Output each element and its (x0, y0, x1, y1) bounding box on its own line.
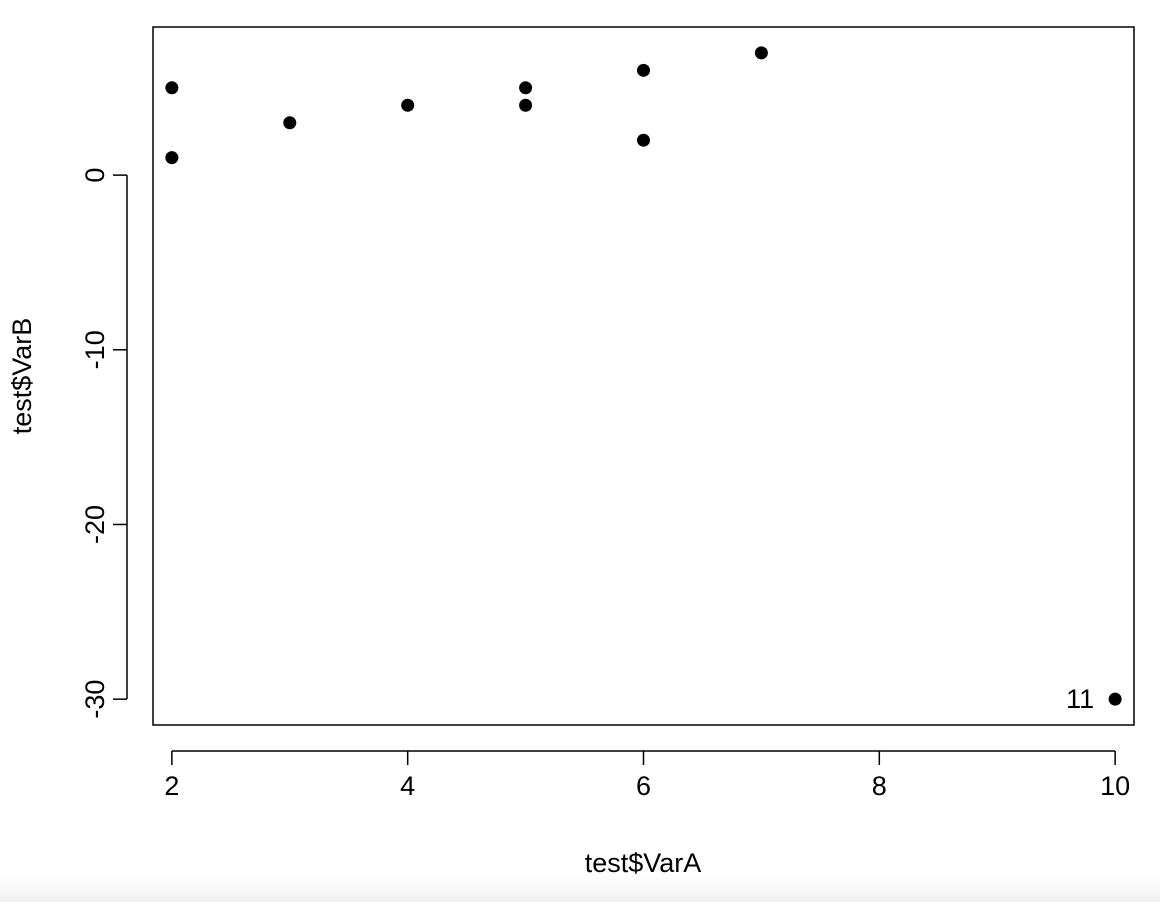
y-tick-label: -10 (80, 330, 110, 369)
data-point (1108, 692, 1122, 706)
data-point (519, 98, 533, 112)
y-tick-label: -30 (80, 680, 110, 719)
x-tick-label: 4 (400, 771, 415, 801)
x-axis: 2 4 6 8 10 (164, 750, 1130, 801)
x-tick-label: 6 (636, 771, 651, 801)
x-axis-label: test$VarA (585, 848, 702, 878)
y-tick-label: -20 (80, 505, 110, 544)
data-point (754, 46, 768, 60)
window-bottom-edge (0, 874, 1160, 902)
x-tick-label: 10 (1100, 771, 1130, 801)
data-point (401, 98, 415, 112)
x-tick-label: 2 (164, 771, 179, 801)
data-points (165, 46, 1122, 706)
y-axis: 0 -10 -20 -30 (80, 168, 128, 719)
x-tick-label: 8 (872, 771, 887, 801)
point-annotation: 11 (1066, 684, 1094, 714)
data-point (165, 81, 179, 95)
y-tick-label: 0 (80, 168, 110, 183)
data-point (519, 81, 533, 95)
data-point (165, 151, 179, 165)
data-point (637, 63, 650, 77)
plot-frame (152, 26, 1135, 726)
y-axis-label: test$VarB (7, 318, 37, 435)
data-point (283, 116, 297, 130)
data-point (637, 133, 650, 147)
annotations: 11 (1066, 684, 1094, 714)
